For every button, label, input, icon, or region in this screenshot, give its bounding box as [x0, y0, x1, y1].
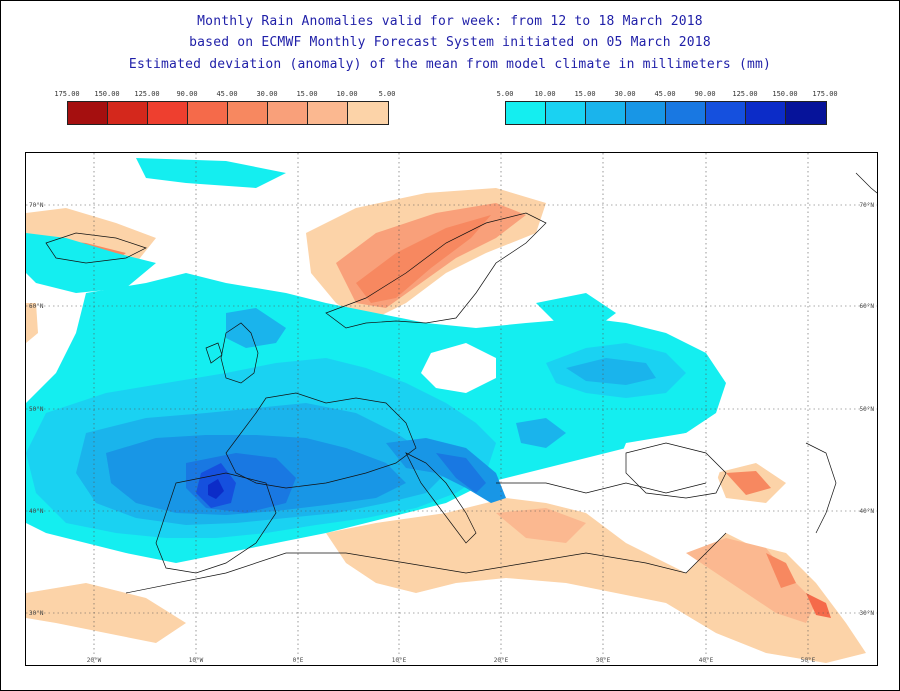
lat-label-right: 70°N: [860, 202, 875, 209]
legend-dry-swatch: [268, 102, 308, 124]
legend-dry-label: 30.00: [256, 90, 278, 98]
lat-label-left: 30°N: [29, 610, 44, 617]
legend-dry-swatch: [188, 102, 228, 124]
legend-wet-label: 10.00: [534, 90, 556, 98]
lon-label-bottom: 50°E: [801, 657, 816, 664]
legend-dry-swatch: [68, 102, 108, 124]
legend-wet-swatch: [546, 102, 586, 124]
legend-wet-label: 150.00: [772, 90, 798, 98]
legend-dry-label: 15.00: [296, 90, 318, 98]
coastlines: [45, 172, 877, 594]
legend-wet-label: 45.00: [654, 90, 676, 98]
legend-dry-label: 10.00: [336, 90, 358, 98]
lon-label-bottom: 30°E: [596, 657, 611, 664]
lon-label-bottom: 0°E: [293, 657, 304, 664]
legend-dry-swatch: [108, 102, 148, 124]
lat-label-left: 40°N: [29, 508, 44, 515]
lat-label-left: 60°N: [29, 303, 44, 310]
map-canvas: 20°W 10°W 0°E 10°E 20°E 30°E 40°E 50°E 70°N 60°N…: [26, 153, 877, 665]
title-line-1: Monthly Rain Anomalies valid for week: f…: [197, 14, 703, 29]
anomaly-map: 20°W 10°W 0°E 10°E 20°E 30°E 40°E 50°E 70°N 60°N…: [25, 152, 878, 666]
longitude-labels-bottom: 20°W 10°W 0°E 10°E 20°E 30°E 40°E 50°E: [87, 657, 816, 664]
legend-wet-swatch: [786, 102, 826, 124]
legend-dry-label: 90.00: [176, 90, 198, 98]
lon-label-bottom: 20°W: [87, 657, 102, 664]
legend-wet-label: 30.00: [614, 90, 636, 98]
legend-dry-swatch: [308, 102, 348, 124]
legend-wet-swatch: [746, 102, 786, 124]
legend-wet-swatch: [666, 102, 706, 124]
legend-dry-label: 175.00: [54, 90, 80, 98]
legend-dry-label: 5.00: [378, 90, 396, 98]
lat-label-right: 50°N: [860, 406, 875, 413]
legend-wet-swatch: [626, 102, 666, 124]
wet-anomaly-areas: [26, 158, 726, 563]
legend-wet-label: 175.00: [812, 90, 838, 98]
lat-label-left: 50°N: [29, 406, 44, 413]
lon-label-bottom: 10°E: [392, 657, 407, 664]
lon-label-bottom: 40°E: [699, 657, 714, 664]
latitude-labels-right: 70°N 60°N 50°N 40°N 30°N: [860, 202, 875, 617]
lat-label-right: 40°N: [860, 508, 875, 515]
legend-dry-swatch: [148, 102, 188, 124]
lat-label-left: 70°N: [29, 202, 44, 209]
legend-dry-label: 150.00: [94, 90, 120, 98]
neutral-areas: [421, 343, 877, 533]
legend-dry-label: 45.00: [216, 90, 238, 98]
title-line-3: Estimated deviation (anomaly) of the mea…: [128, 57, 772, 72]
legend-dry-label: 125.00: [134, 90, 160, 98]
legend-wet-swatch: [506, 102, 546, 124]
lon-label-bottom: 20°E: [494, 657, 509, 664]
legend-dry-swatch: [228, 102, 268, 124]
legend-dry-colorbar: [67, 101, 389, 125]
latitude-labels-left: 70°N 60°N 50°N 40°N 30°N: [29, 202, 44, 617]
legend-wet-swatch: [706, 102, 746, 124]
legend-wet-label: 125.00: [732, 90, 758, 98]
legend-wet-anomaly: 5.00 10.00 15.00 30.00 45.00 90.00 125.00 150.0…: [497, 90, 838, 125]
lat-label-right: 60°N: [860, 303, 875, 310]
legend-wet-label: 90.00: [694, 90, 716, 98]
legend-wet-swatch: [586, 102, 626, 124]
title-line-2: based on ECMWF Monthly Forecast System i…: [189, 35, 711, 50]
lon-label-bottom: 10°W: [189, 657, 204, 664]
legend-wet-label: 15.00: [574, 90, 596, 98]
legend-wet-label: 5.00: [496, 90, 514, 98]
legend-dry-swatch: [348, 102, 388, 124]
lat-label-right: 30°N: [860, 610, 875, 617]
legend-wet-colorbar: [505, 101, 827, 125]
legend-dry-anomaly: 175.00 150.00 125.00 90.00 45.00 30.00 15.00 10…: [54, 90, 397, 125]
